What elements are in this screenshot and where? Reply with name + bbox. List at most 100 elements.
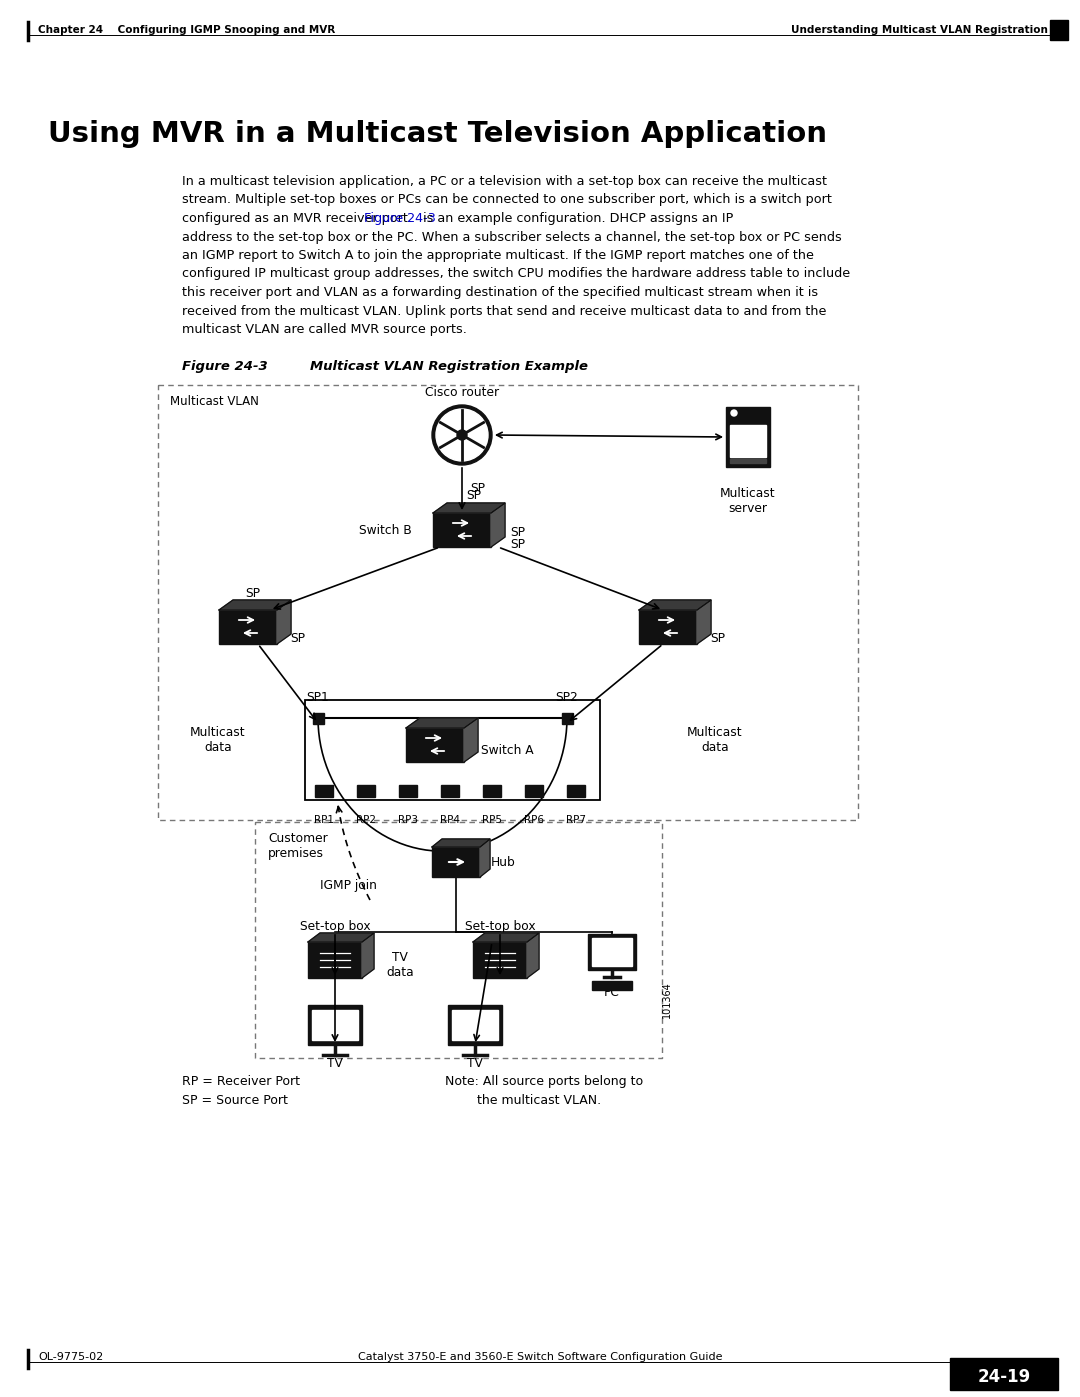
- Circle shape: [457, 430, 467, 440]
- Text: Switch B: Switch B: [360, 524, 411, 536]
- Bar: [567, 785, 585, 798]
- Polygon shape: [362, 933, 374, 978]
- Text: RP3: RP3: [399, 814, 418, 826]
- Text: PC: PC: [604, 986, 620, 999]
- Bar: [399, 785, 417, 798]
- Circle shape: [731, 409, 737, 416]
- Polygon shape: [308, 933, 374, 942]
- Bar: [312, 712, 324, 724]
- Bar: [1050, 20, 1068, 41]
- Bar: [357, 785, 375, 798]
- Bar: [483, 785, 501, 798]
- Text: this receiver port and VLAN as a forwarding destination of the specified multica: this receiver port and VLAN as a forward…: [183, 286, 819, 299]
- Text: RP5: RP5: [482, 814, 502, 826]
- Text: RP6: RP6: [524, 814, 544, 826]
- Text: received from the multicast VLAN. Uplink ports that send and receive multicast d: received from the multicast VLAN. Uplink…: [183, 305, 826, 317]
- Text: OL-9775-02: OL-9775-02: [38, 1352, 104, 1362]
- Polygon shape: [219, 599, 291, 610]
- Polygon shape: [697, 599, 711, 644]
- Text: In a multicast television application, a PC or a television with a set-top box c: In a multicast television application, a…: [183, 175, 827, 189]
- Text: Figure 24-3: Figure 24-3: [364, 212, 435, 225]
- Bar: [639, 610, 697, 644]
- Bar: [441, 785, 459, 798]
- Bar: [730, 425, 766, 457]
- Polygon shape: [527, 933, 539, 978]
- Bar: [525, 785, 543, 798]
- Text: configured as an MVR receiver port.: configured as an MVR receiver port.: [183, 212, 416, 225]
- Polygon shape: [406, 718, 478, 728]
- Text: SP: SP: [465, 489, 481, 502]
- Text: TV: TV: [467, 1058, 483, 1070]
- Text: Set-top box: Set-top box: [299, 921, 370, 933]
- Text: Note: All source ports belong to
        the multicast VLAN.: Note: All source ports belong to the mul…: [445, 1076, 643, 1106]
- Text: Multicast
data: Multicast data: [687, 726, 743, 754]
- Text: is an example configuration. DHCP assigns an IP: is an example configuration. DHCP assign…: [419, 212, 733, 225]
- Text: Using MVR in a Multicast Television Application: Using MVR in a Multicast Television Appl…: [48, 120, 827, 148]
- Bar: [592, 937, 632, 965]
- Text: RP = Receiver Port
SP = Source Port: RP = Receiver Port SP = Source Port: [183, 1076, 300, 1106]
- Text: Customer
premises: Customer premises: [268, 833, 327, 861]
- Bar: [448, 1004, 502, 1045]
- Bar: [308, 942, 362, 978]
- Text: Multicast
data: Multicast data: [190, 726, 246, 754]
- Polygon shape: [464, 718, 478, 761]
- Text: Cisco router: Cisco router: [424, 386, 499, 400]
- Text: TV
data: TV data: [387, 951, 414, 979]
- Bar: [453, 1010, 498, 1039]
- Bar: [432, 847, 480, 877]
- Polygon shape: [432, 840, 490, 847]
- Polygon shape: [639, 599, 711, 610]
- Bar: [592, 981, 632, 990]
- Bar: [588, 935, 636, 970]
- Polygon shape: [491, 503, 505, 548]
- Text: RP7: RP7: [566, 814, 586, 826]
- Bar: [312, 1010, 357, 1039]
- Text: SP: SP: [510, 538, 525, 550]
- Polygon shape: [473, 933, 539, 942]
- Text: Multicast VLAN Registration Example: Multicast VLAN Registration Example: [310, 360, 588, 373]
- Text: Chapter 24    Configuring IGMP Snooping and MVR: Chapter 24 Configuring IGMP Snooping and…: [38, 25, 335, 35]
- Bar: [219, 610, 276, 644]
- Text: Figure 24-3: Figure 24-3: [183, 360, 268, 373]
- Text: Hub: Hub: [491, 855, 516, 869]
- Bar: [730, 460, 766, 462]
- Text: SP: SP: [245, 587, 260, 599]
- Circle shape: [432, 405, 492, 465]
- Text: Switch A: Switch A: [481, 743, 534, 757]
- Text: 101364: 101364: [662, 982, 672, 1018]
- Text: Catalyst 3750-E and 3560-E Switch Software Configuration Guide: Catalyst 3750-E and 3560-E Switch Softwa…: [357, 1352, 723, 1362]
- Text: Multicast
server: Multicast server: [720, 488, 775, 515]
- Polygon shape: [433, 503, 505, 513]
- Bar: [433, 513, 491, 548]
- Text: SP: SP: [470, 482, 485, 496]
- Text: address to the set-top box or the PC. When a subscriber selects a channel, the s: address to the set-top box or the PC. Wh…: [183, 231, 841, 243]
- Text: multicast VLAN are called MVR source ports.: multicast VLAN are called MVR source por…: [183, 323, 467, 337]
- Bar: [726, 407, 770, 467]
- Polygon shape: [276, 599, 291, 644]
- Text: stream. Multiple set-top boxes or PCs can be connected to one subscriber port, w: stream. Multiple set-top boxes or PCs ca…: [183, 194, 832, 207]
- Bar: [562, 712, 572, 724]
- Text: an IGMP report to Switch A to join the appropriate multicast. If the IGMP report: an IGMP report to Switch A to join the a…: [183, 249, 814, 263]
- Polygon shape: [480, 840, 490, 877]
- Text: 24-19: 24-19: [977, 1368, 1030, 1386]
- Text: SP1: SP1: [307, 692, 329, 704]
- Bar: [305, 700, 600, 800]
- Text: TV: TV: [327, 1058, 343, 1070]
- Text: SP: SP: [510, 525, 525, 538]
- Circle shape: [436, 409, 488, 461]
- Text: Multicast VLAN: Multicast VLAN: [170, 395, 259, 408]
- Text: SP: SP: [291, 633, 305, 645]
- Text: RP4: RP4: [440, 814, 460, 826]
- Bar: [473, 942, 527, 978]
- Bar: [406, 728, 464, 761]
- Bar: [315, 785, 333, 798]
- Text: SP: SP: [710, 633, 725, 645]
- Bar: [950, 1358, 1058, 1390]
- Text: RP1: RP1: [314, 814, 334, 826]
- Text: Understanding Multicast VLAN Registration: Understanding Multicast VLAN Registratio…: [792, 25, 1048, 35]
- Text: RP2: RP2: [356, 814, 376, 826]
- Text: SP2: SP2: [555, 692, 579, 704]
- Text: configured IP multicast group addresses, the switch CPU modifies the hardware ad: configured IP multicast group addresses,…: [183, 267, 850, 281]
- Bar: [308, 1004, 362, 1045]
- Text: Set-top box: Set-top box: [464, 921, 536, 933]
